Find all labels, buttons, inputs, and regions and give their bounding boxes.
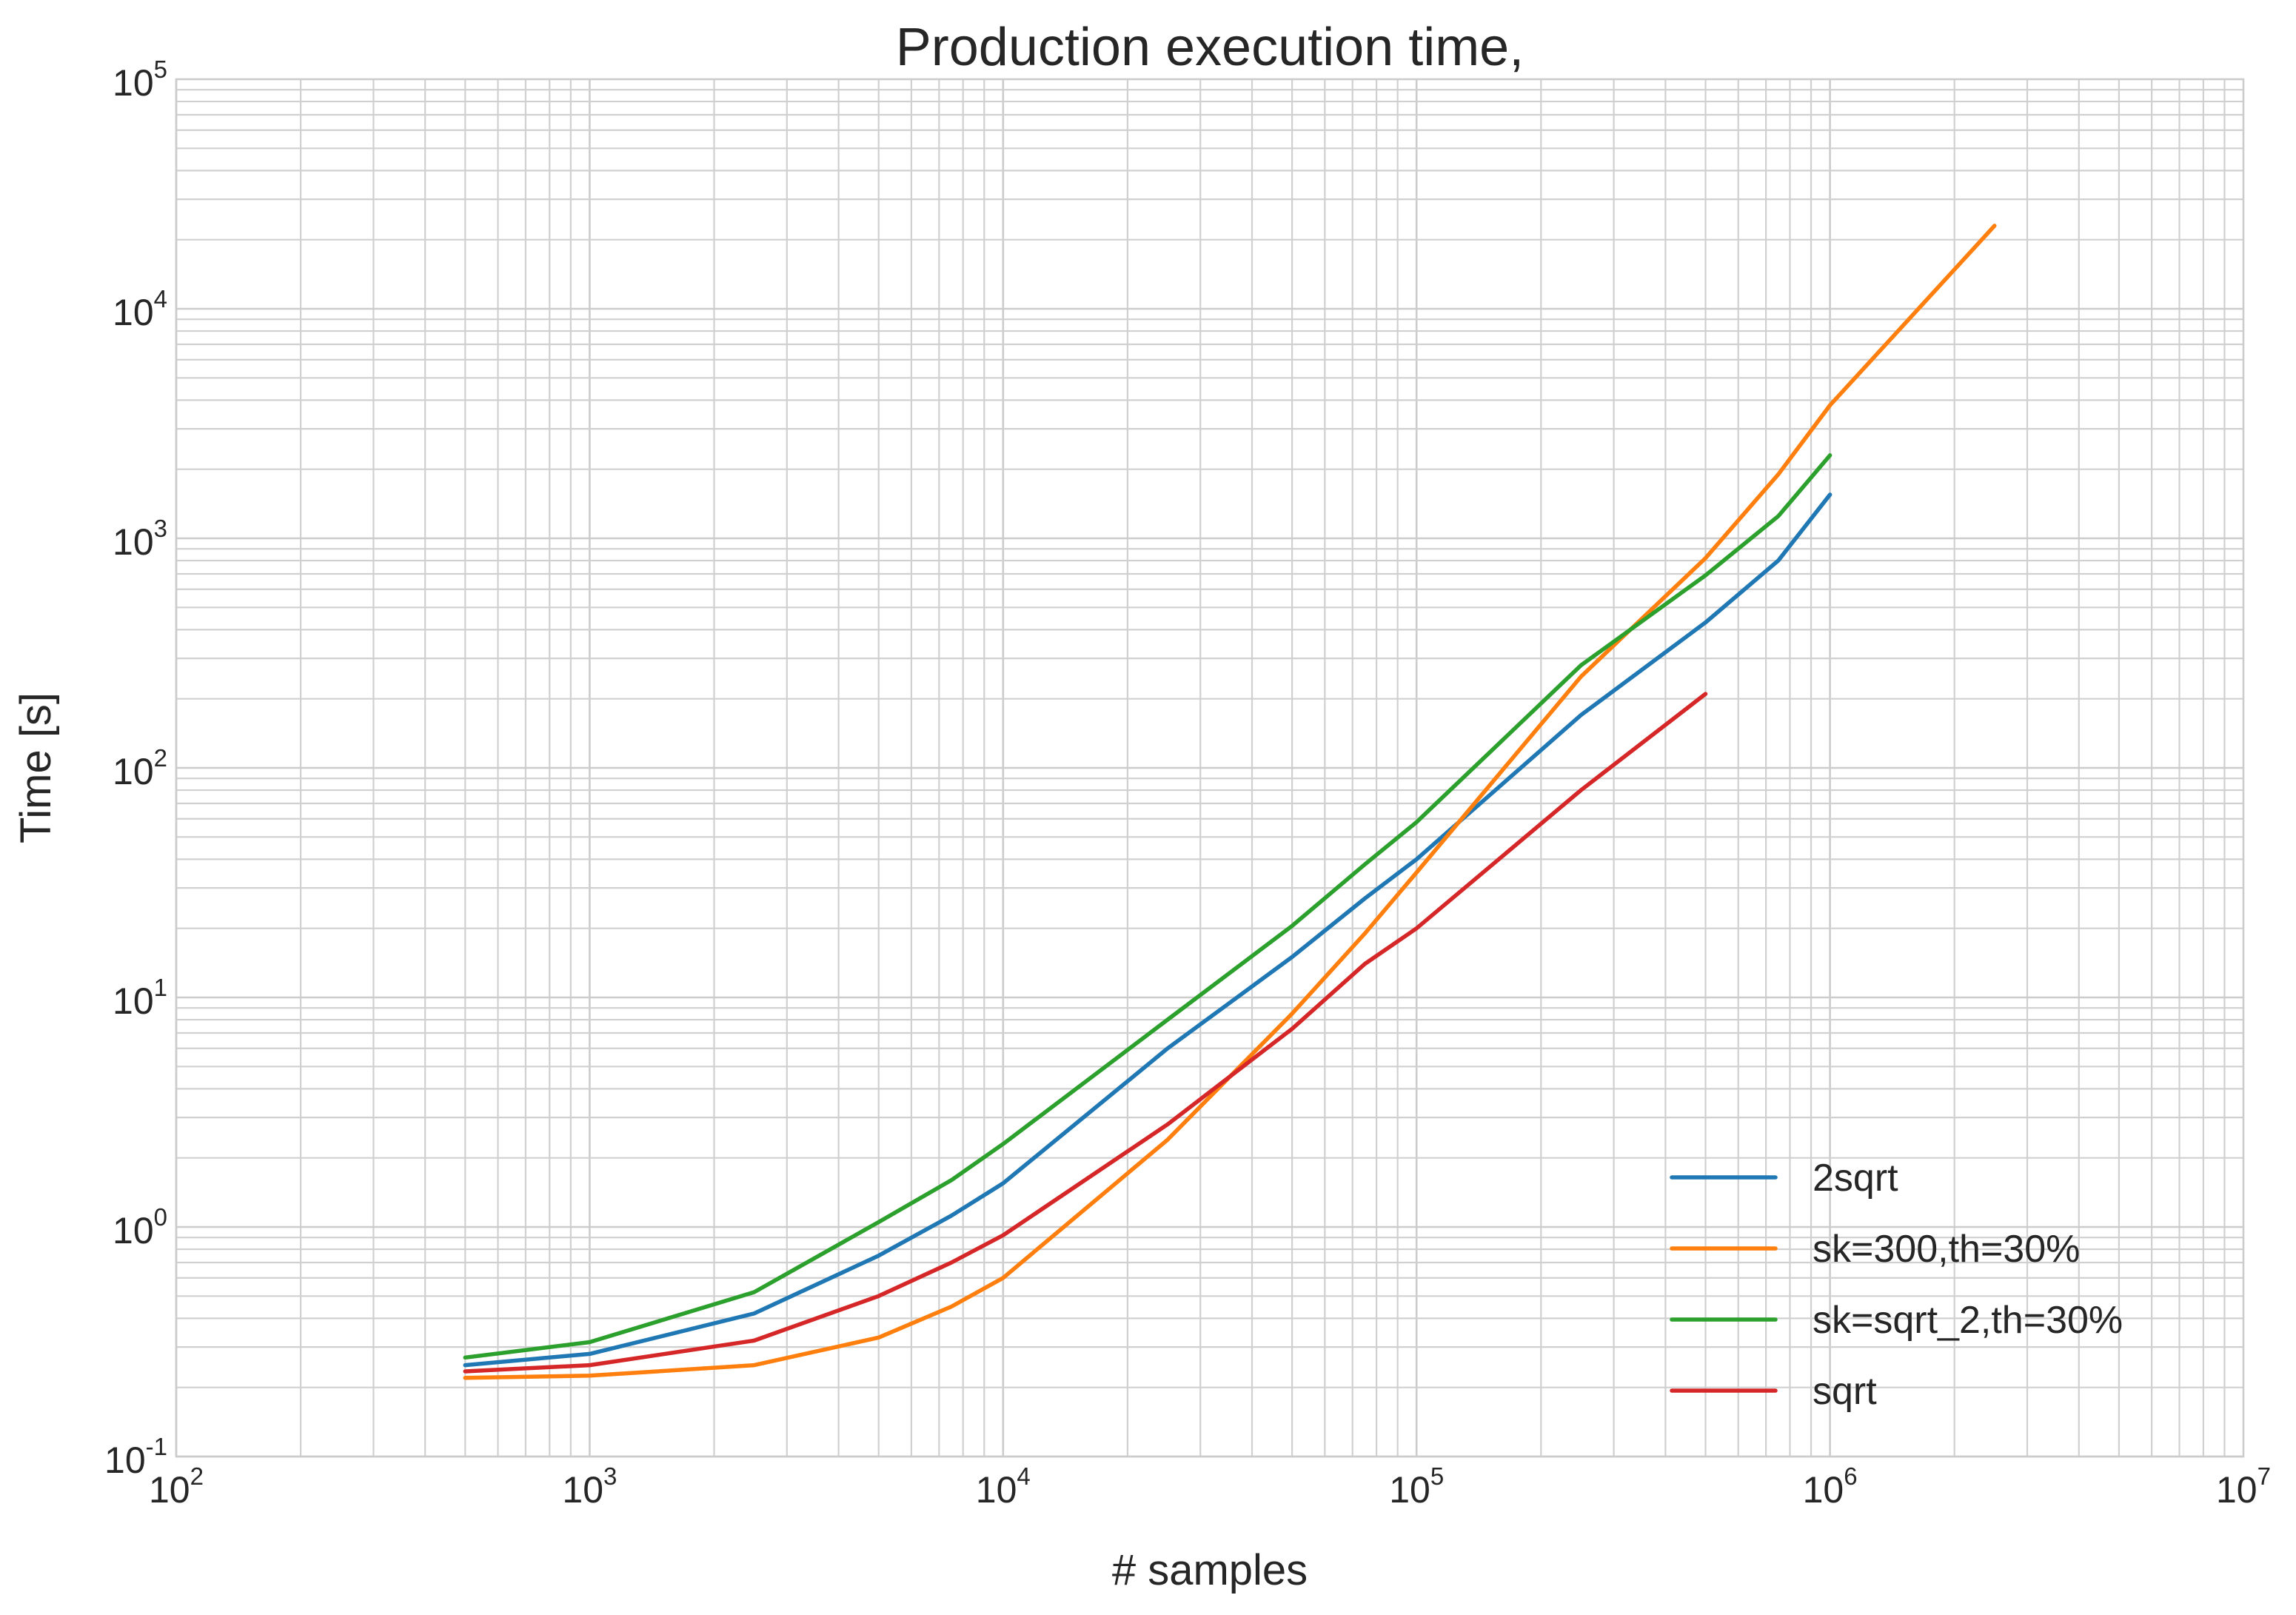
legend-label-4: sqrt xyxy=(1813,1370,1877,1413)
x-tick-label: 106 xyxy=(1803,1462,1858,1511)
legend-label-2: sk=300,th=30% xyxy=(1813,1228,2080,1271)
y-tick-label: 102 xyxy=(113,744,167,792)
x-tick-label: 102 xyxy=(149,1462,204,1511)
x-tick-label: 105 xyxy=(1389,1462,1444,1511)
legend-label-3: sk=sqrt_2,th=30% xyxy=(1813,1299,2123,1342)
series-line-3 xyxy=(463,453,1833,1360)
y-axis-ticks: 10-1 100 101 102 103 104 105 xyxy=(104,56,167,1481)
legend-label-1: 2sqrt xyxy=(1813,1157,1898,1200)
x-axis-label: # samples xyxy=(1112,1546,1308,1594)
series-line-1 xyxy=(463,492,1833,1368)
chart-title: Production execution time, xyxy=(896,18,1524,77)
plot-frame xyxy=(175,78,2245,1458)
y-tick-label: 103 xyxy=(113,515,167,563)
y-tick-label: 105 xyxy=(113,56,167,104)
y-tick-label: 101 xyxy=(113,974,167,1022)
y-axis-label: Time [s] xyxy=(12,692,60,843)
series-line-4 xyxy=(463,692,1708,1374)
x-tick-label: 104 xyxy=(976,1462,1031,1511)
y-tick-label: 100 xyxy=(113,1203,167,1251)
legend: 2sqrt sk=300,th=30% sk=sqrt_2,th=30%sqrt xyxy=(1670,1157,2123,1413)
series-group xyxy=(463,224,1997,1380)
y-tick-label: 10-1 xyxy=(104,1433,167,1481)
x-axis-ticks: 102 103 104 105 106 107 xyxy=(149,1462,2271,1511)
x-tick-label: 107 xyxy=(2216,1462,2271,1511)
y-tick-label: 104 xyxy=(113,285,167,333)
series-line-2 xyxy=(463,224,1997,1380)
x-tick-label: 103 xyxy=(562,1462,617,1511)
grid xyxy=(175,79,2243,1458)
